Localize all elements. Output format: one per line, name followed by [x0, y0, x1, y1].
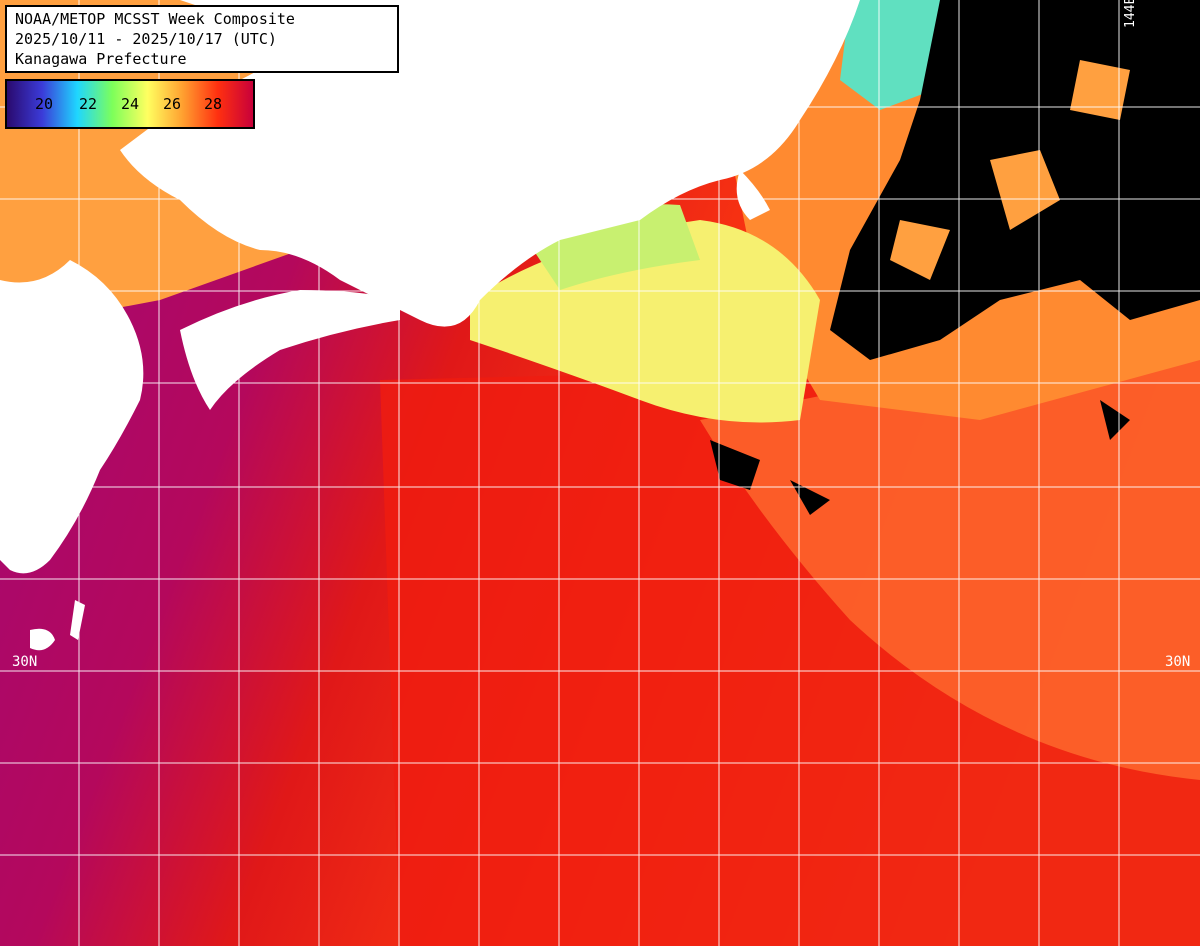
latitude-label-left: 30N: [12, 654, 38, 670]
title-box: NOAA/METOP MCSST Week Composite 2025/10/…: [5, 5, 399, 73]
land-islands: [30, 600, 85, 651]
land-kyushu: [0, 260, 144, 574]
sea-band-orange: [700, 320, 1200, 780]
land-nw: [560, 0, 640, 40]
scale-label-26: 26: [163, 95, 182, 113]
latitude-label-right: 30N: [1165, 654, 1191, 670]
scale-label-22: 22: [79, 95, 98, 113]
land-honshu: [120, 0, 860, 327]
cloud-breaks: [890, 60, 1130, 280]
title-line-2: 2025/10/11 - 2025/10/17 (UTC): [15, 30, 277, 48]
title-line-3: Kanagawa Prefecture: [15, 50, 187, 68]
land-izu: [736, 170, 770, 220]
scale-label-20: 20: [35, 95, 54, 113]
scale-label-28: 28: [204, 95, 223, 113]
color-scale-legend: 20 22 24 26 28: [5, 79, 255, 129]
scale-label-24: 24: [121, 95, 140, 113]
longitude-label-144e: 144E: [1123, 0, 1138, 28]
title-line-1: NOAA/METOP MCSST Week Composite: [15, 10, 295, 28]
land-shikoku: [180, 290, 400, 410]
